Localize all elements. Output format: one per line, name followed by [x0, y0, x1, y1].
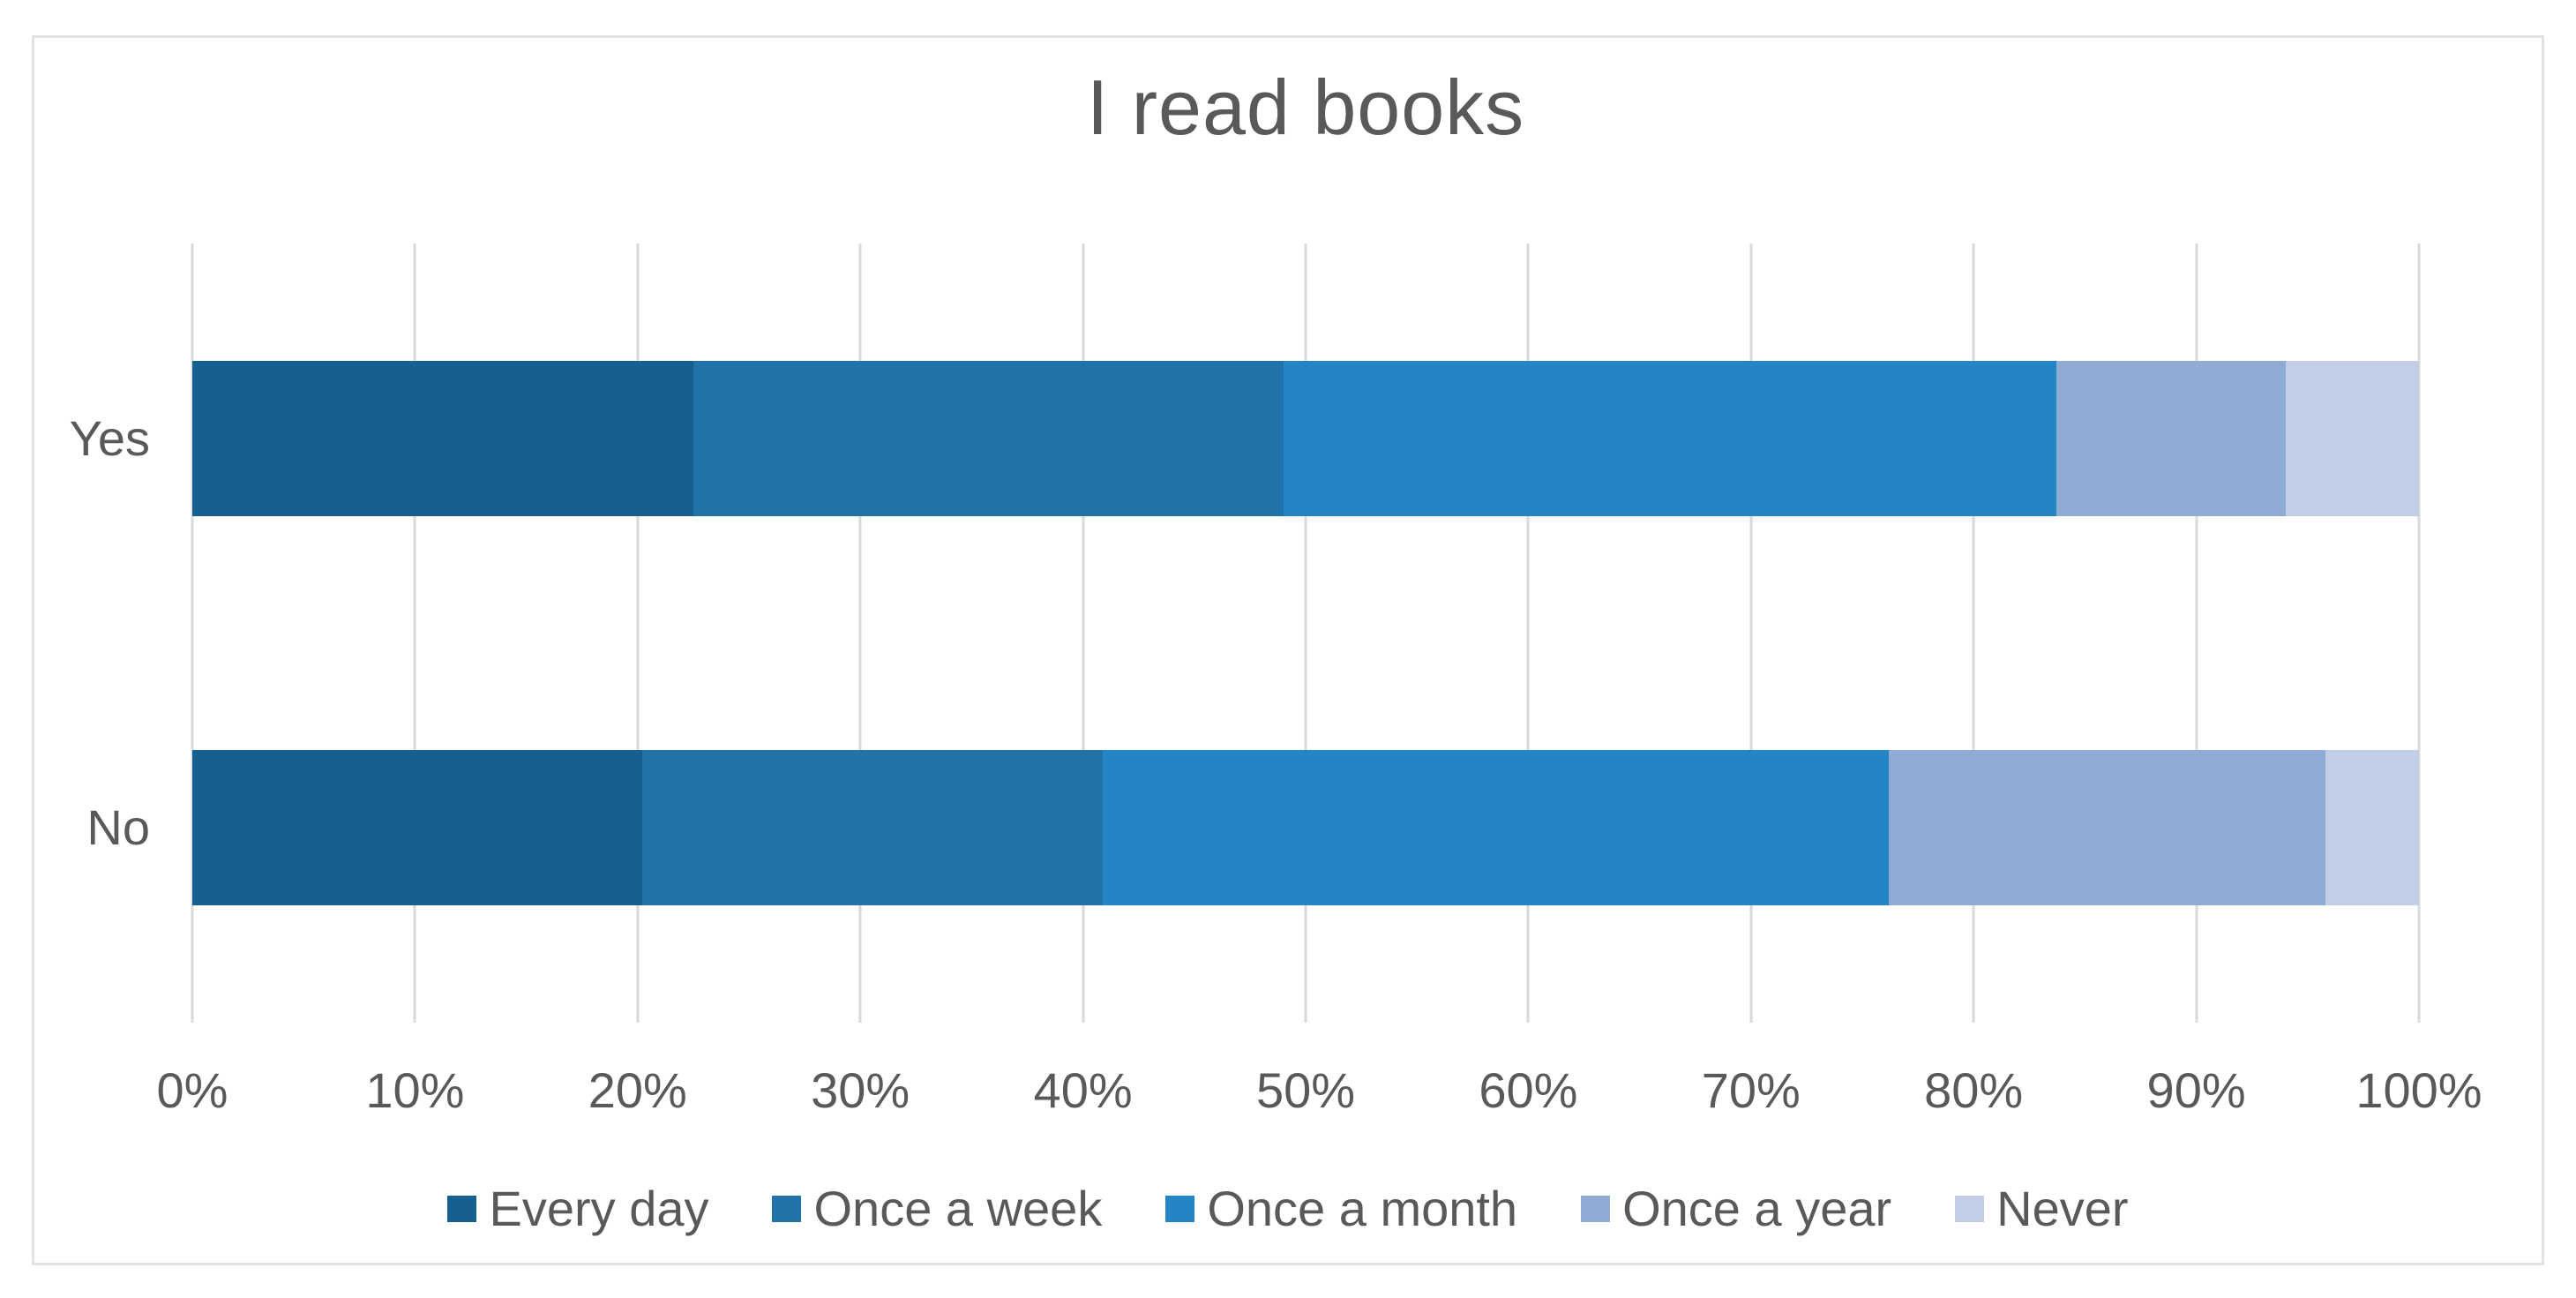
y-category-label-no: No — [86, 799, 150, 856]
gridline — [1082, 244, 1085, 1023]
x-tick-label: 100% — [2355, 1062, 2482, 1118]
x-tick-label: 70% — [1701, 1062, 1801, 1118]
bar-row-yes — [192, 360, 2419, 516]
segment-yes-every-day — [192, 360, 693, 516]
x-tick-label: 20% — [588, 1062, 687, 1118]
x-tick-label: 90% — [2146, 1062, 2246, 1118]
y-category-label-yes: Yes — [69, 409, 150, 466]
segment-no-every-day — [192, 750, 642, 906]
segment-no-once-a-year — [1889, 750, 2325, 906]
gridline — [858, 244, 862, 1023]
plot-area — [191, 244, 2421, 1023]
x-tick-label: 50% — [1255, 1062, 1356, 1118]
gridline — [1749, 244, 1753, 1023]
legend-label: Never — [1996, 1181, 2129, 1236]
chart-frame — [32, 35, 2544, 1265]
x-tick-label: 30% — [811, 1062, 910, 1118]
segment-no-once-a-month — [1103, 750, 1890, 906]
legend-swatch-every-day — [447, 1196, 477, 1222]
legend-item-every-day: Every day — [447, 1184, 708, 1234]
segment-yes-never — [2285, 360, 2419, 516]
legend-item-once-a-month: Once a month — [1165, 1184, 1517, 1234]
gridline — [636, 244, 640, 1023]
legend-swatch-once-a-year — [1581, 1196, 1611, 1222]
legend-label: Every day — [489, 1181, 709, 1236]
legend-label: Once a month — [1207, 1181, 1518, 1236]
legend-item-never: Never — [1955, 1181, 2129, 1236]
x-tick-label: 80% — [1924, 1062, 2024, 1118]
x-tick-label: 60% — [1479, 1062, 1578, 1118]
bar-row-no — [192, 750, 2419, 906]
gridline — [2195, 244, 2198, 1023]
x-tick-label: 10% — [365, 1062, 465, 1118]
gridline — [413, 244, 416, 1023]
legend-swatch-never — [1955, 1196, 1985, 1222]
legend-item-once-a-year: Once a year — [1581, 1184, 1891, 1234]
legend-swatch-once-a-week — [772, 1196, 802, 1222]
segment-no-once-a-week — [641, 750, 1104, 906]
legend-label: Once a week — [813, 1181, 1103, 1236]
legend-label: Once a year — [1622, 1181, 1892, 1236]
chart-title: I read books — [1086, 64, 1525, 151]
x-tick-label: 0% — [156, 1062, 228, 1118]
segment-yes-once-a-month — [1283, 360, 2056, 516]
gridline — [1526, 244, 1530, 1023]
legend-swatch-once-a-month — [1165, 1196, 1195, 1222]
segment-yes-once-a-week — [693, 360, 1284, 516]
segment-no-never — [2325, 750, 2419, 906]
gridline — [191, 244, 194, 1023]
gridline — [1304, 244, 1307, 1023]
segment-yes-once-a-year — [2056, 360, 2286, 516]
legend: Every day Once a week Once a month Once a y… — [32, 1184, 2544, 1234]
gridline — [1972, 244, 1975, 1023]
x-tick-label: 40% — [1033, 1062, 1133, 1118]
legend-item-once-a-week: Once a week — [772, 1184, 1102, 1234]
gridline — [2417, 244, 2421, 1023]
